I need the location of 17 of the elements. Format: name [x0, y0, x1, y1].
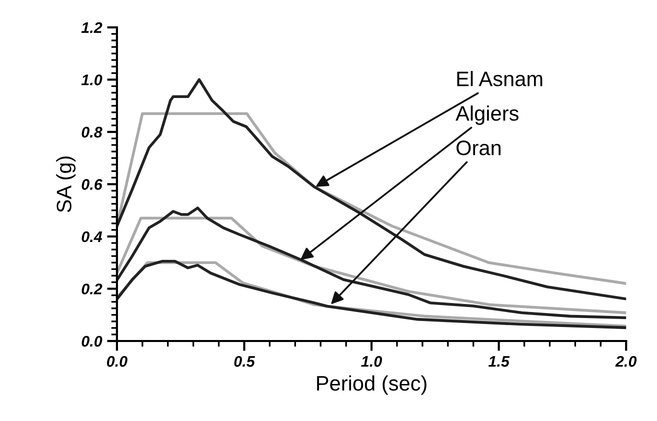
x-tick-label: 2.0: [615, 356, 637, 367]
x-tick-label: 1.0: [361, 356, 382, 367]
x-tick-label: 0.5: [234, 356, 256, 367]
y-tick-label: 0.2: [82, 284, 102, 294]
y-tick-label: 0.4: [82, 231, 102, 242]
annotation: El Asnam: [457, 70, 542, 86]
annotation: Oran: [456, 140, 501, 156]
y-tick-label: 0.6: [82, 179, 102, 190]
x-axis-title: Period (sec): [317, 375, 426, 395]
y-axis-title: SA (g): [56, 156, 76, 212]
y-tick-label: 0.8: [82, 126, 102, 138]
y-tick-label: 1.2: [81, 22, 102, 33]
x-tick-label: 0.0: [106, 356, 128, 367]
annotation: Algiers: [456, 105, 518, 125]
y-tick-label: 0.0: [82, 336, 102, 347]
x-tick-label: 1.5: [488, 356, 510, 367]
y-tick-label: 1.0: [81, 74, 102, 86]
